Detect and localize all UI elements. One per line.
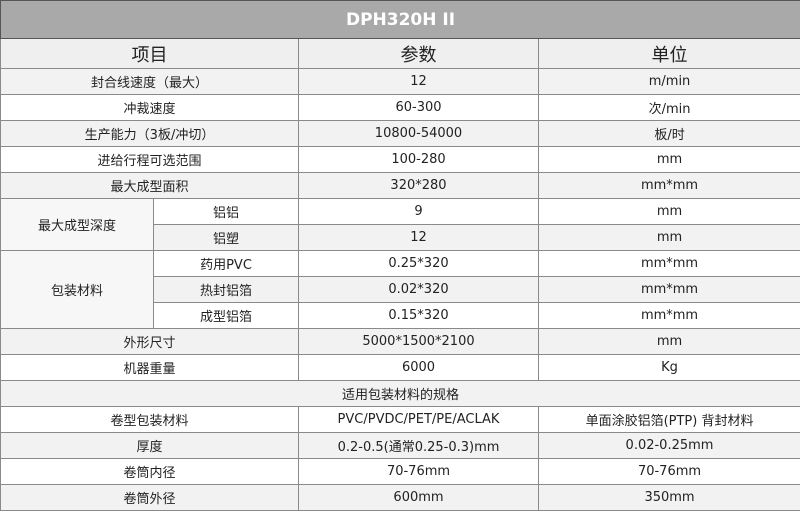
unit-cell: mm*mm xyxy=(537,172,800,199)
value-cell: 10800-54000 xyxy=(298,120,539,147)
table-row: 封合线速度（最大） 12 m/min xyxy=(0,68,800,95)
item-cell: 最大成型面积 xyxy=(0,172,299,199)
unit-cell: 次/min xyxy=(537,94,800,121)
lidding-material-cell: 单面涂胶铝箔(PTP) 背封材料 xyxy=(537,406,800,433)
unit-cell: mm*mm xyxy=(537,250,800,277)
lidding-material-cell: 350mm xyxy=(537,484,800,511)
table-row: 卷筒外径 600mm 350mm xyxy=(0,484,800,511)
group-label-cell: 最大成型深度 xyxy=(0,198,154,251)
value-cell: 0.25*320 xyxy=(298,250,539,277)
sub-item-cell: 成型铝箔 xyxy=(153,302,299,329)
lidding-material-cell: 70-76mm xyxy=(537,458,800,485)
unit-cell: mm xyxy=(537,198,800,225)
table-title: DPH320H II xyxy=(0,0,800,39)
table-row: 外形尺寸 5000*1500*2100 mm xyxy=(0,328,800,355)
lidding-material-cell: 0.02-0.25mm xyxy=(537,432,800,459)
sub-item-cell: 药用PVC xyxy=(153,250,299,277)
item-cell: 冲裁速度 xyxy=(0,94,299,121)
table-row: 进给行程可选范围 100-280 mm xyxy=(0,146,800,173)
header-unit: 单位 xyxy=(537,38,800,69)
forming-material-cell: PVC/PVDC/PET/PE/ACLAK xyxy=(298,406,539,433)
unit-cell: mm*mm xyxy=(537,302,800,329)
table-row: 包装材料 药用PVC 0.25*320 mm*mm xyxy=(0,250,800,329)
table-row: 机器重量 6000 Kg xyxy=(0,354,800,381)
forming-material-cell: 0.2-0.5(通常0.25-0.3)mm xyxy=(298,432,539,459)
unit-cell: mm*mm xyxy=(537,276,800,303)
value-cell: 0.02*320 xyxy=(298,276,539,303)
item-cell: 外形尺寸 xyxy=(0,328,299,355)
item-cell: 封合线速度（最大） xyxy=(0,68,299,95)
item-cell: 生产能力（3板/冲切） xyxy=(0,120,299,147)
table-row: 生产能力（3板/冲切） 10800-54000 板/时 xyxy=(0,120,800,147)
table-row: 最大成型深度 铝铝 9 mm xyxy=(0,198,800,251)
value-cell: 12 xyxy=(298,224,539,251)
sub-item-cell: 热封铝箔 xyxy=(153,276,299,303)
table-row: 适用包装材料的规格 xyxy=(0,380,800,407)
table-row: 成型铝箔 0.15*320 mm*mm xyxy=(1,302,800,329)
value-cell: 9 xyxy=(298,198,539,225)
value-cell: 60-300 xyxy=(298,94,539,121)
item-cell: 卷型包装材料 xyxy=(0,406,299,433)
table-row: 热封铝箔 0.02*320 mm*mm xyxy=(1,276,800,303)
table-row: 卷型包装材料 PVC/PVDC/PET/PE/ACLAK 单面涂胶铝箔(PTP) 背… xyxy=(0,406,800,433)
forming-material-cell: 600mm xyxy=(298,484,539,511)
sub-item-cell: 铝铝 xyxy=(153,198,299,225)
sub-item-cell: 铝塑 xyxy=(153,224,299,251)
item-cell: 卷筒内径 xyxy=(0,458,299,485)
value-cell: 6000 xyxy=(298,354,539,381)
unit-cell: mm xyxy=(537,328,800,355)
table-row: 最大成型面积 320*280 mm*mm xyxy=(0,172,800,199)
unit-cell: m/min xyxy=(537,68,800,95)
table-row: 厚度 0.2-0.5(通常0.25-0.3)mm 0.02-0.25mm xyxy=(0,432,800,459)
unit-cell: mm xyxy=(537,146,800,173)
section-heading: 适用包装材料的规格 xyxy=(0,380,800,407)
table-row: 卷筒内径 70-76mm 70-76mm xyxy=(0,458,800,485)
table-row: 铝塑 12 mm xyxy=(1,224,800,251)
group-label-cell: 包装材料 xyxy=(0,250,154,329)
header-item: 项目 xyxy=(0,38,299,69)
unit-cell: mm xyxy=(537,224,800,251)
forming-material-cell: 70-76mm xyxy=(298,458,539,485)
value-cell: 12 xyxy=(298,68,539,95)
header-value: 参数 xyxy=(298,38,539,69)
value-cell: 320*280 xyxy=(298,172,539,199)
value-cell: 100-280 xyxy=(298,146,539,173)
item-cell: 机器重量 xyxy=(0,354,299,381)
item-cell: 厚度 xyxy=(0,432,299,459)
item-cell: 卷筒外径 xyxy=(0,484,299,511)
table-row: 冲裁速度 60-300 次/min xyxy=(0,94,800,121)
item-cell: 进给行程可选范围 xyxy=(0,146,299,173)
value-cell: 0.15*320 xyxy=(298,302,539,329)
unit-cell: Kg xyxy=(537,354,800,381)
unit-cell: 板/时 xyxy=(537,120,800,147)
value-cell: 5000*1500*2100 xyxy=(298,328,539,355)
